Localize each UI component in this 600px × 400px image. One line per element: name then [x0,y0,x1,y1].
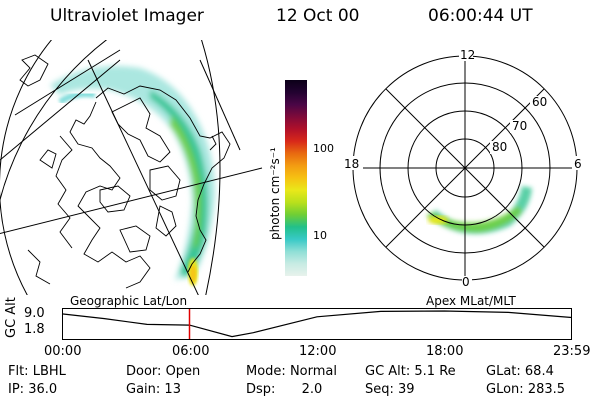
status-door: Door: Open [126,364,201,379]
status-gain-value: 13 [164,382,181,397]
instrument-title: Ultraviolet Imager [50,6,204,26]
status-seq: Seq: 39 [365,382,415,397]
altitude-xtick-2359: 23:59 [553,344,591,359]
status-ip-value: 36.0 [28,382,58,397]
altitude-plot [61,308,572,340]
status-dsp: Dsp: 2.0 [246,382,323,397]
altitude-xtick-0600: 06:00 [172,344,210,359]
polar-mlt-plot: 12 18 6 0 60 70 80 [343,48,584,289]
altitude-ylabel: GC Alt [4,297,19,338]
status-glon: GLon: 283.5 [486,382,566,397]
status-mode: Mode: Normal [246,364,337,379]
status-mode-value: Normal [289,364,337,379]
geographic-map-label: Geographic Lat/Lon [70,294,188,308]
polar-auroral-oval [426,186,532,234]
status-gain: Gain: 13 [126,382,181,397]
altitude-plot-frame [62,308,572,340]
time-label: 06:00:44 UT [428,6,533,26]
mlt-label-6: 6 [574,157,582,171]
colorbar-tick-10: 10 [313,229,327,242]
mlat-label-60: 60 [532,95,547,109]
altitude-xtick-1200: 12:00 [299,344,337,359]
status-gc-alt: GC Alt: 5.1 Re [365,364,456,379]
status-glon-value: 283.5 [527,382,566,397]
mlt-label-12: 12 [460,48,475,62]
colorbar-unit-label: photon cm⁻²s⁻¹ [268,147,282,240]
status-ip: IP: 36.0 [8,382,58,397]
mlt-label-0: 0 [462,275,470,289]
altitude-ytick-max: 9.0 [24,306,45,321]
status-filter-value: LBHL [32,364,66,379]
status-glat-value: 68.4 [524,364,554,379]
status-dsp-value: 2.0 [301,382,323,397]
coastlines [19,54,231,289]
colorbar [285,80,307,276]
lat-lon-grid [0,40,263,295]
mlt-label-18: 18 [344,157,359,171]
polar-map-label: Apex MLat/MLT [426,294,516,308]
colorbar-tick-100: 100 [313,142,334,155]
mlat-label-70: 70 [512,119,527,133]
altitude-curve [61,310,572,338]
auroral-emission [50,66,215,280]
status-filter: Flt: LBHL [8,364,66,379]
status-door-value: Open [165,364,201,379]
status-seq-value: 39 [398,382,415,397]
status-glat: GLat: 68.4 [486,364,554,379]
mlat-label-80: 80 [492,140,507,154]
status-gc-alt-value: 5.1 Re [414,364,456,379]
altitude-ytick-min: 1.8 [24,322,45,337]
geographic-map [0,40,263,295]
altitude-xtick-1800: 18:00 [426,344,464,359]
altitude-xtick-0000: 00:00 [44,344,82,359]
date-label: 12 Oct 00 [276,6,360,26]
